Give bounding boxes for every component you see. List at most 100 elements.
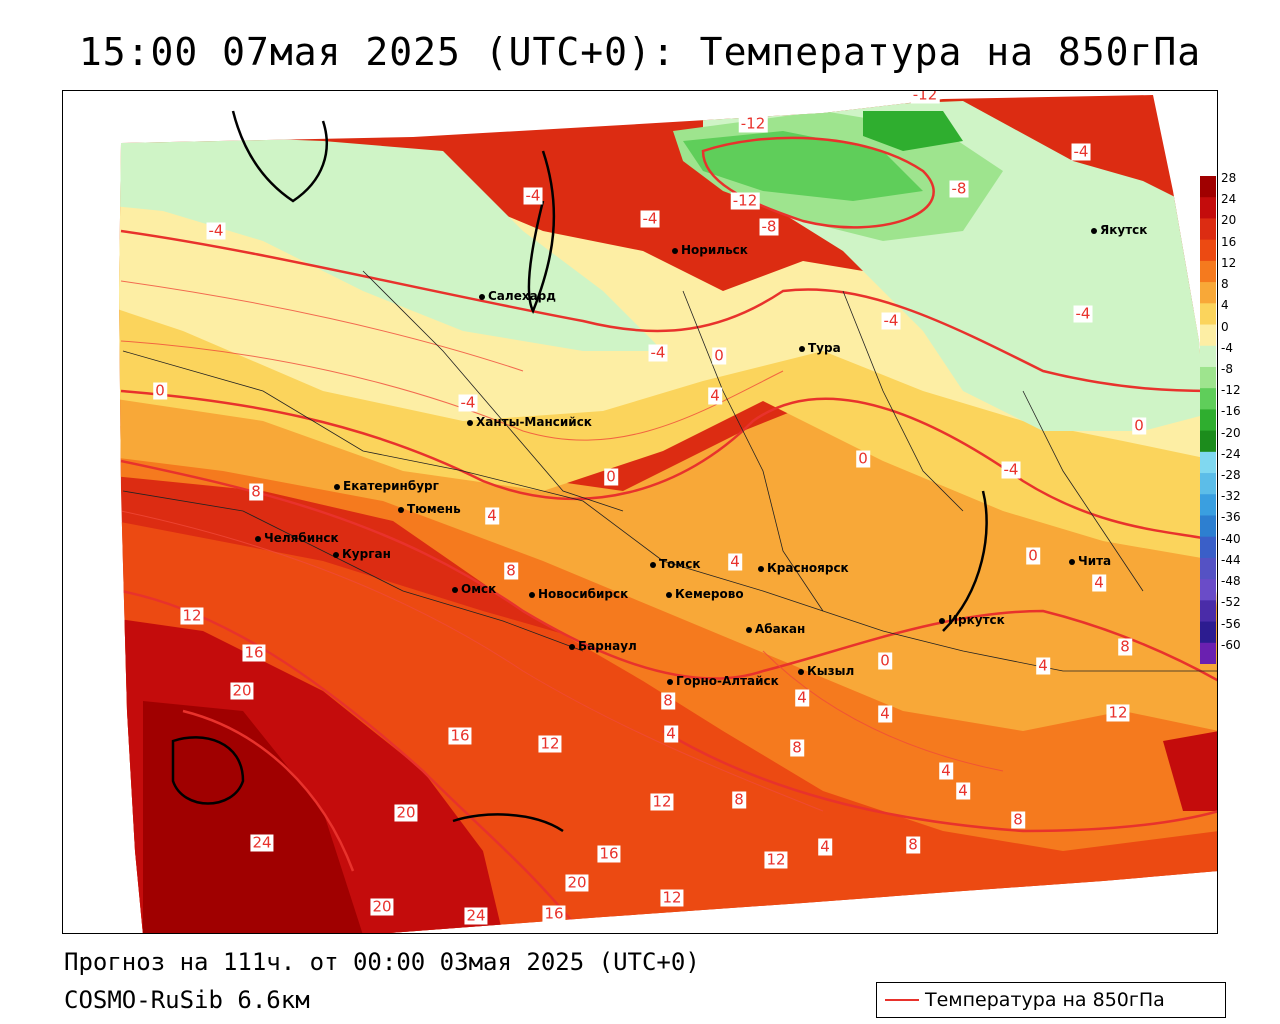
legend-tick-label: -48	[1221, 574, 1241, 589]
contour-label: 0	[604, 467, 618, 486]
key-label: Температура на 850гПа	[925, 989, 1165, 1011]
city-khanty-mansiysk: Ханты-Мансийск	[467, 415, 592, 429]
contour-label: 12	[660, 888, 684, 907]
city-tomsk: Томск	[650, 557, 701, 571]
city-barnaul: Барнаул	[569, 639, 637, 653]
city-chita: Чита	[1069, 554, 1111, 568]
contour-label: 8	[1011, 810, 1025, 829]
legend-swatch	[1200, 451, 1216, 474]
contour-label: -12	[738, 114, 768, 133]
legend-tick-label: -40	[1221, 531, 1241, 546]
legend-tick-label: -28	[1221, 468, 1241, 483]
city-kyzyl: Кызыл	[798, 664, 854, 678]
contour-label: 20	[230, 681, 254, 700]
legend-swatch	[1200, 642, 1216, 664]
legend-swatch	[1200, 494, 1216, 516]
legend-swatch	[1200, 621, 1216, 644]
legend-tick-label: 4	[1221, 298, 1229, 313]
map-title: 15:00 07мая 2025 (UTC+0): Температура на…	[78, 30, 1202, 74]
temperature-field	[119, 95, 1217, 933]
contour-label: 0	[153, 381, 167, 400]
contour-label: 20	[394, 803, 418, 822]
contour-label: 4	[795, 688, 809, 707]
contour-label: 4	[1092, 573, 1106, 592]
contour-label: 8	[732, 790, 746, 809]
contour-label: 8	[790, 738, 804, 757]
legend-swatch	[1200, 197, 1216, 219]
contour-label: 16	[542, 904, 566, 923]
contour-label: -12	[730, 191, 760, 210]
forecast-info: Прогноз на 111ч. от 00:00 03мая 2025 (UT…	[64, 948, 700, 976]
legend-tick-label: -12	[1221, 383, 1241, 398]
map-key: Температура на 850гПа	[876, 982, 1226, 1018]
city-novosibirsk: Новосибирск	[529, 587, 628, 601]
contour-label: 20	[565, 873, 589, 892]
contour-label: -4	[1001, 460, 1021, 479]
legend-tick-label: -20	[1221, 425, 1241, 440]
legend-swatch	[1200, 515, 1216, 538]
contour-label: 0	[856, 449, 870, 468]
legend-swatch	[1200, 557, 1216, 580]
contour-label: 20	[370, 897, 394, 916]
contour-label: -4	[458, 393, 478, 412]
legend-tick-label: 8	[1221, 277, 1229, 292]
contour-label: -8	[759, 217, 779, 236]
contour-label: 8	[1118, 637, 1132, 656]
legend-tick-label: -4	[1221, 340, 1233, 355]
city-tura: Тура	[799, 341, 841, 355]
city-salekhard: Салехард	[479, 289, 556, 303]
legend-swatch	[1200, 260, 1216, 283]
legend-swatch	[1200, 388, 1216, 410]
city-tyumen: Тюмень	[398, 502, 461, 516]
legend-swatch	[1200, 600, 1216, 623]
city-norilsk: Норильск	[672, 243, 748, 257]
legend-tick-label: -60	[1221, 637, 1241, 652]
legend-tick-label: -44	[1221, 552, 1241, 567]
contour-label: 0	[1132, 416, 1146, 435]
contour-label: 4	[664, 724, 678, 743]
contour-label: 4	[708, 386, 722, 405]
legend-tick-label: 16	[1221, 234, 1237, 249]
contour-label: -4	[1073, 304, 1093, 323]
contour-label: 8	[504, 561, 518, 580]
contour-label: 16	[597, 844, 621, 863]
contour-label: 4	[939, 761, 953, 780]
contour-label: -12	[910, 91, 940, 104]
legend-swatch	[1200, 536, 1216, 559]
legend-swatch	[1200, 366, 1216, 389]
legend-swatch	[1200, 409, 1216, 432]
contour-label: -4	[881, 311, 901, 330]
city-irkutsk: Иркутск	[939, 613, 1005, 627]
legend-tick-label: -24	[1221, 446, 1241, 461]
contour-label: -8	[949, 179, 969, 198]
contour-label: 0	[1026, 546, 1040, 565]
legend-tick-label: -56	[1221, 616, 1241, 631]
contour-label: 8	[906, 835, 920, 854]
legend-swatch	[1200, 176, 1216, 198]
city-yakutsk: Якутск	[1091, 223, 1147, 237]
contour-label: 12	[1106, 703, 1130, 722]
color-scale-legend: 28 24 20 16 12 8 4 0 -4 -8 -12 -16 -20 -24 -28 -32 -36 -4…	[1200, 158, 1280, 688]
legend-tick-label: 20	[1221, 213, 1237, 228]
city-krasnoyarsk: Красноярск	[758, 561, 849, 575]
city-omsk: Омск	[452, 582, 496, 596]
contour-label: 16	[242, 643, 266, 662]
contour-label: 4	[728, 552, 742, 571]
legend-swatch	[1200, 345, 1216, 368]
map-area[interactable]: Салехард Норильск Якутск Тура Ханты-Манс…	[62, 90, 1218, 934]
contour-label: -4	[206, 221, 226, 240]
legend-swatch	[1200, 324, 1216, 347]
legend-swatch	[1200, 218, 1216, 241]
legend-swatch	[1200, 430, 1216, 453]
legend-swatch	[1200, 239, 1216, 262]
contour-label: -4	[523, 186, 543, 205]
color-scale-bar	[1200, 176, 1216, 664]
legend-swatch	[1200, 579, 1216, 601]
contour-label: 24	[250, 833, 274, 852]
contour-label: 12	[650, 792, 674, 811]
contour-label: 12	[764, 850, 788, 869]
city-abakan: Абакан	[746, 622, 805, 636]
contour-label: 16	[448, 726, 472, 745]
legend-swatch	[1200, 282, 1216, 304]
contour-label: 4	[818, 837, 832, 856]
